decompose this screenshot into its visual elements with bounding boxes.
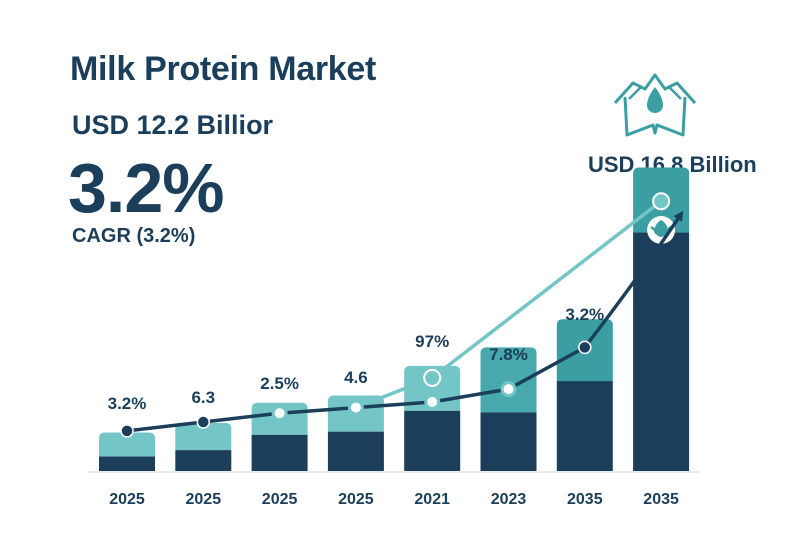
x-tick-label: 2025 xyxy=(338,491,374,508)
data-point-label: 3.2% xyxy=(565,305,604,324)
bar-segment-base xyxy=(556,381,613,471)
bar-segment-base xyxy=(480,412,537,471)
x-tick-label: 2023 xyxy=(491,491,527,508)
x-axis: 2025 2025 2025 2025 2021 2023 2035 2035 xyxy=(88,471,700,508)
chart-title: Milk Protein Market xyxy=(70,50,377,88)
trend-point xyxy=(271,405,288,422)
x-tick-label: 2035 xyxy=(643,491,679,508)
bar-segment-base xyxy=(175,450,232,471)
trend-point xyxy=(120,424,134,438)
bar-segment-upper xyxy=(99,432,155,457)
trend-line xyxy=(126,210,684,433)
trend-point xyxy=(347,399,364,416)
x-tick-label: 2025 xyxy=(186,491,222,508)
x-tick-label: 2025 xyxy=(109,491,145,508)
milk-drop-logo-icon xyxy=(613,73,697,137)
bar-segment-base xyxy=(327,431,384,471)
data-point-label: 3.2% xyxy=(108,394,147,413)
bar-segment-base xyxy=(251,434,308,471)
labels-group: 3.2% 6.3 2.5% 4.6 97% 7.8% 3.2% xyxy=(108,305,605,413)
data-point-label: 97% xyxy=(415,332,449,351)
bar-segment-upper xyxy=(480,347,537,413)
trend-point xyxy=(424,393,441,410)
cagr-label: CAGR (3.2%) xyxy=(72,225,196,247)
bars-group xyxy=(99,167,690,471)
bar-segment-upper xyxy=(175,422,232,451)
lines-group xyxy=(120,192,684,438)
headline-percentage: 3.2% xyxy=(68,149,225,227)
market-value-subtitle: USD 12.2 Billior xyxy=(72,110,274,140)
trend-point xyxy=(578,340,592,355)
bar-segment-base xyxy=(404,410,461,471)
trend-point xyxy=(196,415,211,429)
x-tick-label: 2021 xyxy=(414,491,450,508)
trend-point xyxy=(500,381,517,398)
x-tick-label: 2035 xyxy=(567,491,603,508)
bar-segment-base xyxy=(99,456,155,471)
data-point-label: 7.8% xyxy=(489,345,528,364)
growth-point xyxy=(423,368,442,387)
leaf-icon xyxy=(647,216,676,244)
data-point-label: 2.5% xyxy=(260,374,299,393)
x-tick-label: 2025 xyxy=(262,491,298,508)
data-point-label: 6.3 xyxy=(191,388,215,407)
data-point-label: 4.6 xyxy=(344,368,368,387)
growth-point xyxy=(652,192,671,211)
